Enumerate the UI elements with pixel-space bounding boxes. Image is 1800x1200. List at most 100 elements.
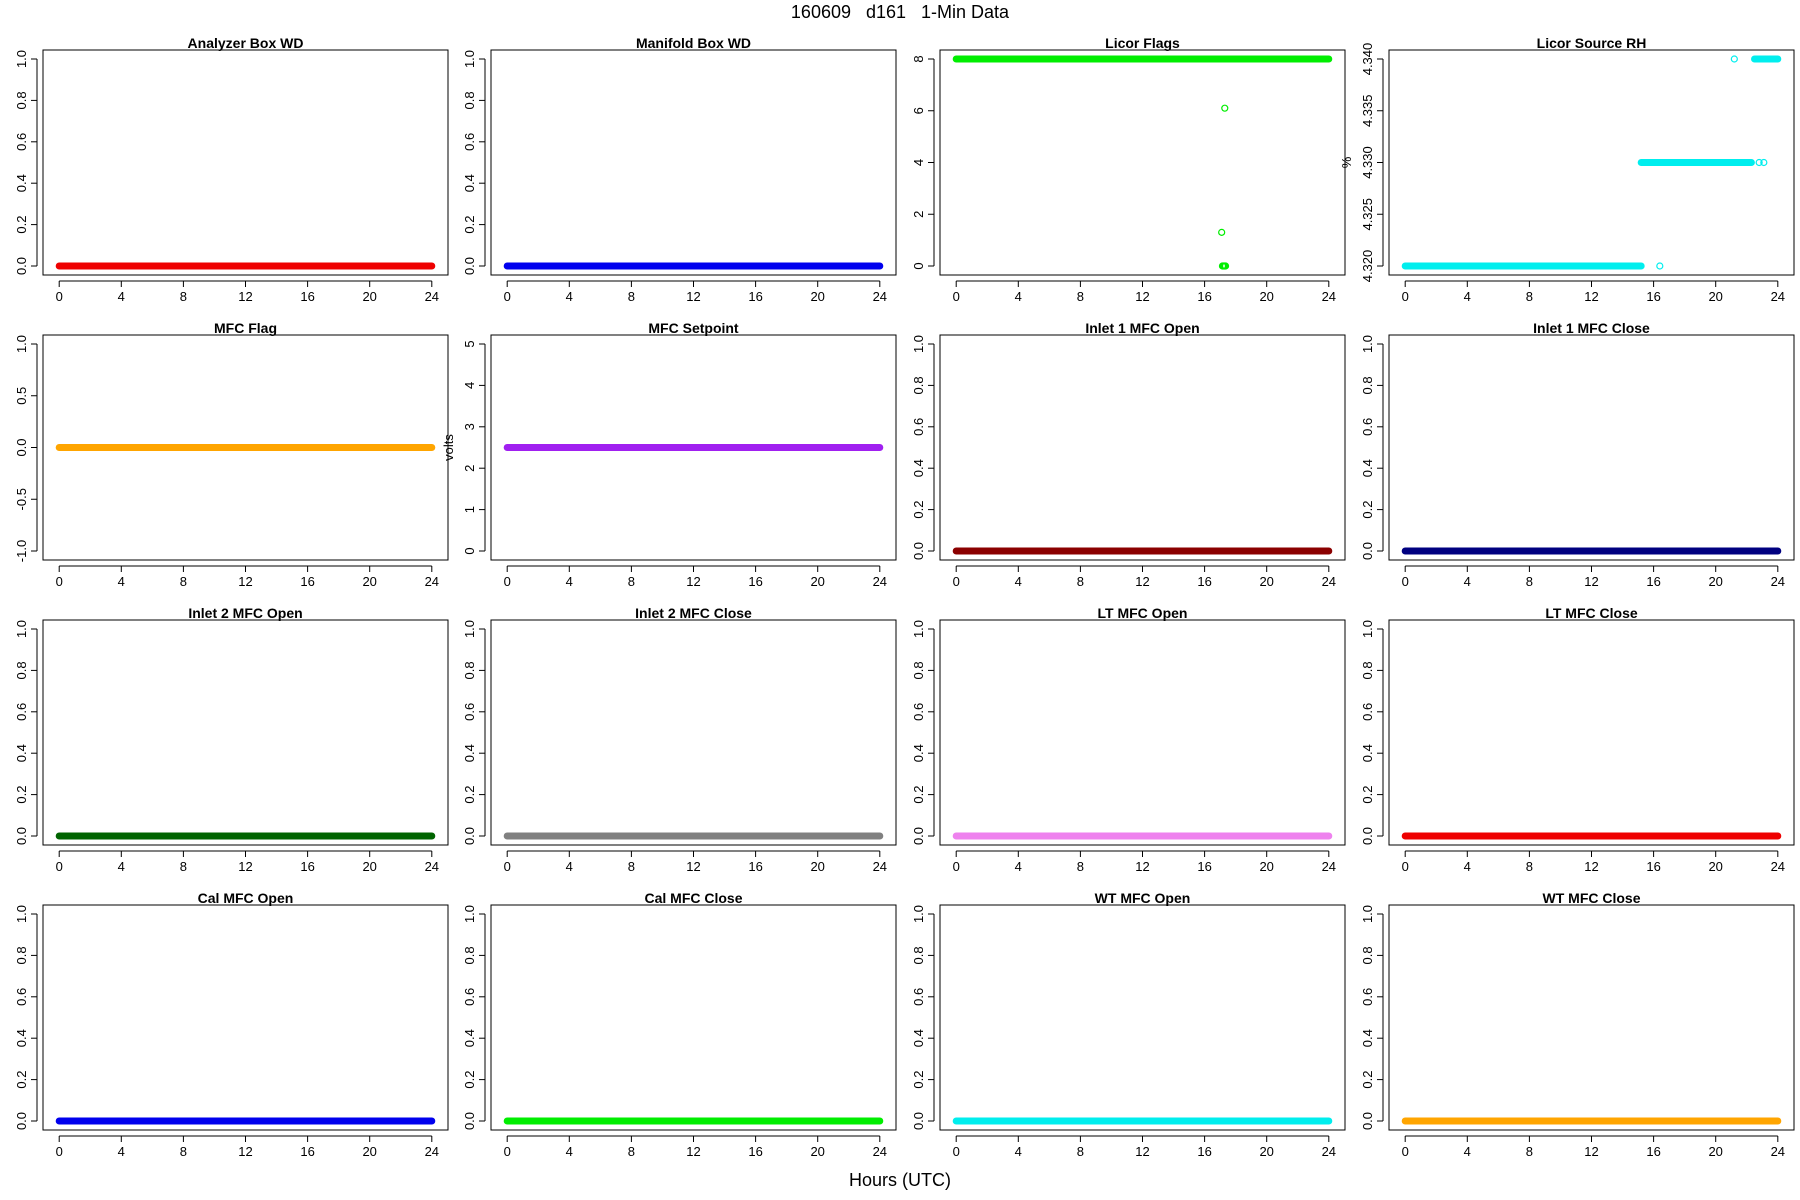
y-tick-label: 0.6: [1360, 418, 1375, 436]
chart-panel: Cal MFC Close 0 4 8 12 16 20 24 0.0 0.2 0.4 0.6 0.8 1…: [462, 890, 897, 1159]
x-tick-label: 4: [118, 289, 125, 304]
x-tick-label: 16: [1646, 859, 1660, 874]
chart-title: Licor Source RH: [1537, 35, 1647, 51]
chart-title: Analyzer Box WD: [188, 35, 304, 51]
chart-title: Inlet 2 MFC Close: [635, 605, 752, 621]
y-tick-label: 0.4: [14, 1029, 29, 1047]
x-tick-label: 8: [628, 859, 635, 874]
x-tick-label: 4: [1464, 574, 1471, 589]
chart-panel: Inlet 1 MFC Close 0 4 8 12 16 20 24 0.0 0.2 0.4 0.6…: [1360, 320, 1795, 589]
x-tick-label: 8: [628, 1144, 635, 1159]
x-tick-label: 20: [1259, 859, 1273, 874]
y-tick-label: 0.6: [14, 703, 29, 721]
chart-panel: LT MFC Close 0 4 8 12 16 20 24 0.0 0.2 0.4 0.6 0.8 1.…: [1360, 605, 1795, 874]
chart-panel: Manifold Box WD 0 4 8 12 16 20 24 0.0 0.2 0.4 0.6 0.…: [462, 35, 897, 304]
y-tick-label: 0.2: [462, 1071, 477, 1089]
y-tick-label: 1.0: [1360, 905, 1375, 923]
chart-title: Inlet 1 MFC Close: [1533, 320, 1650, 336]
x-tick-label: 8: [628, 574, 635, 589]
y-tick-label: 0.6: [911, 703, 926, 721]
y-tick-label: 2: [911, 211, 926, 218]
x-tick-label: 12: [1135, 289, 1149, 304]
y-tick-label: 4: [911, 159, 926, 166]
chart-panel: Cal MFC Open 0 4 8 12 16 20 24 0.0 0.2 0.4 0.6 0.8 1.…: [14, 890, 449, 1159]
data-point: [1218, 228, 1226, 236]
y-tick-label: 0.6: [911, 418, 926, 436]
y-tick-label: 0.8: [911, 661, 926, 679]
y-tick-label: 0.8: [14, 946, 29, 964]
x-tick-label: 4: [1015, 574, 1022, 589]
x-tick-label: 12: [1584, 1144, 1598, 1159]
y-tick-label: 1.0: [911, 335, 926, 353]
x-tick-label: 12: [238, 574, 252, 589]
y-tick-label: 0.2: [911, 786, 926, 804]
y-tick-label: 4.335: [1360, 94, 1375, 127]
plot-frame: [42, 334, 449, 561]
y-tick-label: 0: [462, 547, 477, 554]
y-tick-label: 0.2: [462, 216, 477, 234]
y-tick-label: 0.6: [462, 133, 477, 151]
y-tick-label: 0.0: [1360, 827, 1375, 845]
x-tick-label: 0: [1402, 859, 1409, 874]
data-point: [1656, 262, 1664, 270]
y-tick-label: 4: [462, 382, 477, 389]
y-tick-label: 0.0: [14, 1112, 29, 1130]
x-tick-label: 24: [425, 859, 439, 874]
x-tick-label: 8: [180, 1144, 187, 1159]
x-tick-label: 8: [1526, 574, 1533, 589]
x-tick-label: 16: [300, 859, 314, 874]
y-tick-label: 6: [911, 107, 926, 114]
x-tick-label: 20: [362, 289, 376, 304]
y-tick-label: 3: [462, 423, 477, 430]
x-tick-label: 20: [810, 289, 824, 304]
x-tick-label: 24: [425, 289, 439, 304]
x-tick-label: 0: [953, 289, 960, 304]
plot-frame: [1388, 334, 1795, 561]
y-tick-label: 0.0: [911, 542, 926, 560]
x-tick-label: 12: [686, 289, 700, 304]
data-point: [1755, 158, 1763, 167]
x-tick-label: 20: [1259, 289, 1273, 304]
y-tick-label: 0.4: [911, 1029, 926, 1047]
chart-panel: Inlet 2 MFC Open 0 4 8 12 16 20 24 0.0 0.2 0.4 0.6 0…: [14, 605, 449, 874]
y-tick-label: 0.8: [462, 946, 477, 964]
x-tick-label: 20: [810, 574, 824, 589]
x-tick-label: 8: [180, 574, 187, 589]
y-tick-label: 0.4: [462, 174, 477, 192]
y-tick-label: 0.8: [1360, 376, 1375, 394]
x-tick-label: 20: [1708, 859, 1722, 874]
y-tick-label: 0.6: [1360, 703, 1375, 721]
y-tick-label: 0.4: [462, 744, 477, 762]
x-tick-label: 16: [1197, 289, 1211, 304]
x-tick-label: 12: [238, 289, 252, 304]
plot-frame: [1388, 49, 1795, 276]
y-tick-label: 1.0: [462, 50, 477, 68]
x-tick-label: 16: [1197, 574, 1211, 589]
x-tick-label: 4: [1015, 859, 1022, 874]
x-tick-label: 4: [566, 1144, 573, 1159]
x-tick-label: 12: [1584, 859, 1598, 874]
y-tick-label: 0.8: [1360, 661, 1375, 679]
y-tick-label: 0.6: [14, 133, 29, 151]
plot-frame: [1388, 619, 1795, 846]
chart-title: Manifold Box WD: [636, 35, 751, 51]
x-tick-label: 24: [1322, 1144, 1336, 1159]
x-tick-label: 8: [1526, 289, 1533, 304]
data-point: [1221, 104, 1229, 112]
x-tick-label: 24: [873, 1144, 887, 1159]
y-tick-label: 0.4: [911, 459, 926, 477]
x-tick-label: 20: [1708, 1144, 1722, 1159]
chart-panel: Licor Source RH 0 4 8 12 16 20 24 4.320 4.325 4.33…: [1339, 35, 1795, 304]
chart-title: MFC Setpoint: [648, 320, 739, 336]
x-tick-label: 16: [748, 1144, 762, 1159]
y-tick-label: 0.0: [14, 438, 29, 456]
x-tick-label: 4: [118, 574, 125, 589]
chart-title: Cal MFC Close: [644, 890, 742, 906]
x-tick-label: 24: [1322, 859, 1336, 874]
x-tick-label: 8: [1526, 1144, 1533, 1159]
x-tick-label: 0: [504, 1144, 511, 1159]
x-tick-label: 16: [300, 1144, 314, 1159]
